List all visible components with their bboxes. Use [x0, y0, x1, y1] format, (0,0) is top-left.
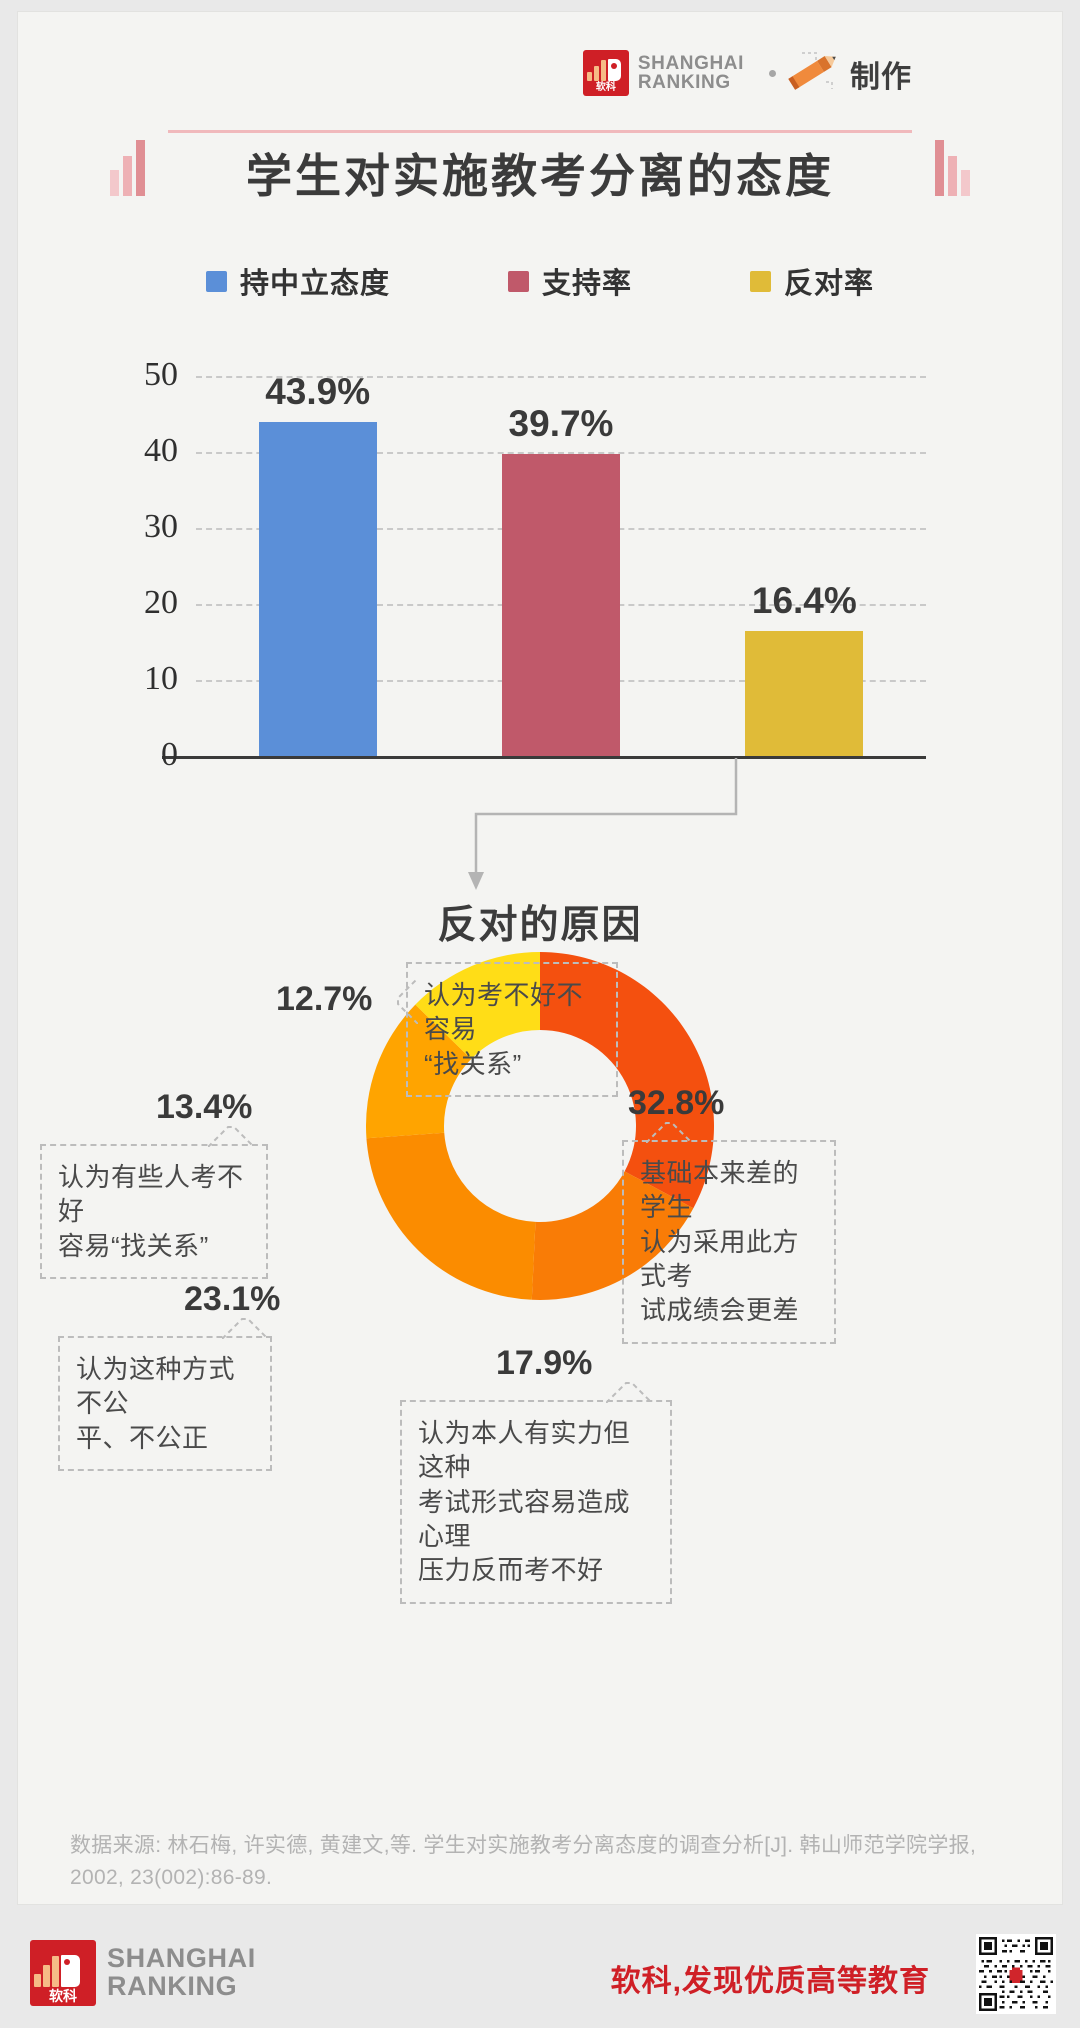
brand-line-2: RANKING: [637, 72, 731, 93]
donut-slice-23.1: [366, 1132, 536, 1300]
donut-slice-13.4: [366, 1004, 472, 1139]
bar-value-label: 43.9%: [265, 371, 371, 413]
maker-label: 制作: [850, 60, 912, 94]
bar-1: 43.9%: [258, 371, 377, 756]
callout-line: 认为考不好不容易: [424, 980, 584, 1045]
bar-chart: 50 40 30 20 10 0 43.9% 39.7% 16.4%: [18, 352, 1062, 890]
title-decoration-right-icon: [935, 134, 970, 196]
callout-line: 认为有些人考不好: [58, 1162, 244, 1227]
page-title: 学生对实施教考分离的态度: [246, 150, 834, 202]
logo-mark-icon: 软科: [582, 50, 629, 96]
donut-pct-23-1: 23.1%: [184, 1280, 281, 1318]
callout-notch-icon: [646, 1121, 692, 1143]
donut-pct-32-8: 32.8%: [628, 1084, 725, 1122]
y-axis-tick-40: 40: [144, 432, 178, 470]
footer-brand-line-2: RANKING: [107, 1971, 238, 2001]
bar-3: 16.4%: [745, 580, 864, 756]
callout-notch-icon: [606, 1381, 652, 1403]
title-decoration-left-icon: [110, 134, 145, 196]
legend-label-support: 支持率: [541, 268, 632, 300]
donut-callout-13-4: 认为有些人考不好 容易“找关系”: [40, 1126, 268, 1279]
oppose-connector-arrow: [196, 756, 926, 916]
legend-swatch-oppose: [750, 270, 771, 292]
qr-code[interactable]: [976, 1934, 1056, 2014]
x-axis-line: [162, 756, 926, 759]
pencil-icon: [788, 48, 840, 99]
donut-pct-13-4: 13.4%: [156, 1088, 253, 1126]
separator-dot-icon: [769, 70, 776, 77]
bar-2: 39.7%: [502, 403, 620, 756]
donut-pct-12-7: 12.7%: [276, 980, 373, 1018]
title-rule: [168, 130, 912, 133]
callout-line: 容易“找关系”: [58, 1230, 209, 1261]
bar-value-label: 16.4%: [751, 580, 857, 622]
callout-line: 平、不公正: [76, 1422, 209, 1453]
callout-line: 认为这种方式不公: [76, 1354, 236, 1419]
callout-line: 认为采用此方式考: [640, 1226, 800, 1291]
donut-callout-12-7: 认为考不好不容易 “找关系”: [397, 962, 618, 1097]
footer-logo: 软科 SHANGHAI RANKING: [30, 1940, 256, 2006]
footer-brand-line-1: SHANGHAI: [107, 1943, 256, 1974]
footer-logo-cn-label: 软科: [49, 1988, 77, 2004]
donut-slice-32.8: [540, 952, 714, 1209]
callout-line: 基础本来差的学生: [640, 1158, 800, 1223]
y-axis-tick-30: 30: [144, 508, 178, 546]
bar-fill: [258, 422, 377, 756]
footer-slogan: 软科,发现优质高等教育: [610, 1965, 930, 1998]
donut-chart-graphic: [366, 952, 714, 1305]
bar-fill: [502, 454, 620, 756]
bar-fill: [745, 631, 864, 756]
donut-callout-17-9: 认为本人有实力但这种 考试形式容易造成心理 压力反而考不好: [400, 1382, 672, 1604]
callout-notch-icon: [396, 978, 418, 1024]
legend-swatch-neutral: [205, 270, 227, 292]
callout-notch-icon: [208, 1125, 254, 1147]
bar-chart-plot-area: 50 40 30 20 10 0 43.9% 39.7% 16.4%: [144, 356, 926, 773]
callout-line: 考试形式容易造成心理: [418, 1486, 631, 1551]
donut-chart: 12.7% 认为考不好不容易 “找关系” 32.8% 基础本来差的学生 认为采用…: [18, 892, 1062, 1604]
section-title: 反对的原因: [437, 904, 643, 947]
legend-label-oppose: 反对率: [784, 268, 875, 300]
donut-slice-12.7: [415, 952, 540, 1060]
header-bar: 软科 SHANGHAI RANKING: [18, 50, 1062, 102]
y-axis-tick-20: 20: [144, 584, 178, 622]
donut-callout-32-8: 基础本来差的学生 认为采用此方式考 试成绩会更差: [622, 1122, 836, 1344]
legend-item-support: 支持率: [507, 260, 632, 302]
legend-item-oppose: 反对率: [750, 260, 874, 302]
bar-value-label: 39.7%: [508, 403, 614, 445]
bar-chart-legend: 持中立态度 支持率 反对率: [18, 260, 1062, 302]
gridline: [196, 376, 926, 378]
callout-line: “找关系”: [424, 1048, 522, 1079]
shanghairanking-logo: 软科 SHANGHAI RANKING: [582, 50, 744, 96]
maker-credit: 制作: [788, 48, 912, 99]
legend-label-neutral: 持中立态度: [239, 268, 390, 300]
title-block: 学生对实施教考分离的态度: [18, 130, 1062, 216]
y-axis-tick-0: 0: [161, 736, 178, 774]
callout-line: 认为本人有实力但这种: [418, 1418, 631, 1483]
data-source-note: 数据来源: 林石梅, 许实德, 黄建文,等. 学生对实施教考分离态度的调查分析[…: [70, 1834, 977, 1889]
donut-slice-17.9: [531, 1171, 694, 1300]
gridline: [196, 452, 926, 454]
infographic-poster: 软科 SHANGHAI RANKING: [18, 12, 1062, 1904]
logo-cn-label: 软科: [595, 82, 616, 93]
callout-line: 压力反而考不好: [418, 1555, 604, 1586]
legend-swatch-support: [507, 270, 529, 292]
y-axis-tick-10: 10: [144, 660, 178, 698]
donut-callout-23-1: 认为这种方式不公 平、不公正: [58, 1318, 272, 1471]
y-axis-tick-50: 50: [144, 356, 178, 394]
brand-line-1: SHANGHAI: [637, 52, 744, 74]
footer-bar: 软科 SHANGHAI RANKING 软科,发现优质高等教育: [0, 1920, 1080, 2028]
donut-pct-17-9: 17.9%: [496, 1344, 593, 1382]
donut-svg: [366, 952, 714, 1300]
callout-line: 试成绩会更差: [640, 1295, 800, 1326]
footer-logo-mark-icon: 软科: [30, 1940, 96, 2006]
legend-item-neutral: 持中立态度: [205, 260, 390, 302]
callout-notch-icon: [222, 1317, 268, 1339]
